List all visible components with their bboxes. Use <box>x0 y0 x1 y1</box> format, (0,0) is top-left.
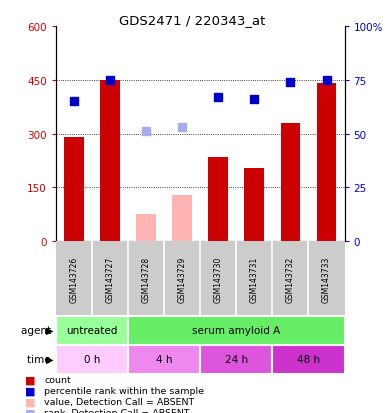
Bar <box>316 84 336 242</box>
Point <box>251 97 258 103</box>
Text: ■: ■ <box>25 396 35 406</box>
Text: ■: ■ <box>25 386 35 396</box>
Text: GSM143733: GSM143733 <box>322 256 331 302</box>
Bar <box>128 316 345 345</box>
Bar <box>56 316 128 345</box>
Text: agent: agent <box>20 325 54 335</box>
Point <box>143 129 149 135</box>
Bar <box>56 345 128 374</box>
Text: 48 h: 48 h <box>297 354 320 364</box>
Text: 4 h: 4 h <box>156 354 172 364</box>
Text: rank, Detection Call = ABSENT: rank, Detection Call = ABSENT <box>44 408 190 413</box>
Point <box>179 124 185 131</box>
Bar <box>136 215 156 242</box>
Bar <box>273 345 345 374</box>
Text: GSM143726: GSM143726 <box>69 256 79 302</box>
Point <box>215 95 221 101</box>
Bar <box>100 81 120 242</box>
Text: GDS2471 / 220343_at: GDS2471 / 220343_at <box>119 14 266 27</box>
Point <box>323 77 330 84</box>
Text: untreated: untreated <box>66 325 117 335</box>
Text: ■: ■ <box>25 375 35 385</box>
Text: GSM143728: GSM143728 <box>142 256 151 302</box>
Text: ▶: ▶ <box>47 354 54 364</box>
Point <box>107 77 113 84</box>
Bar <box>200 345 273 374</box>
Text: ▶: ▶ <box>47 325 54 335</box>
Text: GSM143730: GSM143730 <box>214 256 223 302</box>
Text: GSM143731: GSM143731 <box>250 256 259 302</box>
Text: GSM143729: GSM143729 <box>177 256 187 302</box>
Text: GSM143732: GSM143732 <box>286 256 295 302</box>
Text: time: time <box>27 354 54 364</box>
Text: percentile rank within the sample: percentile rank within the sample <box>44 386 204 395</box>
Point <box>287 79 293 86</box>
Bar <box>172 195 192 242</box>
Text: ■: ■ <box>25 407 35 413</box>
Bar <box>281 123 300 242</box>
Text: 0 h: 0 h <box>84 354 100 364</box>
Text: 24 h: 24 h <box>225 354 248 364</box>
Bar <box>64 138 84 242</box>
Text: serum amyloid A: serum amyloid A <box>192 325 280 335</box>
Text: value, Detection Call = ABSENT: value, Detection Call = ABSENT <box>44 397 194 406</box>
Text: count: count <box>44 375 71 385</box>
Point <box>71 99 77 105</box>
Bar <box>128 345 200 374</box>
Bar <box>244 168 264 242</box>
Text: GSM143727: GSM143727 <box>105 256 114 302</box>
Bar <box>208 157 228 242</box>
